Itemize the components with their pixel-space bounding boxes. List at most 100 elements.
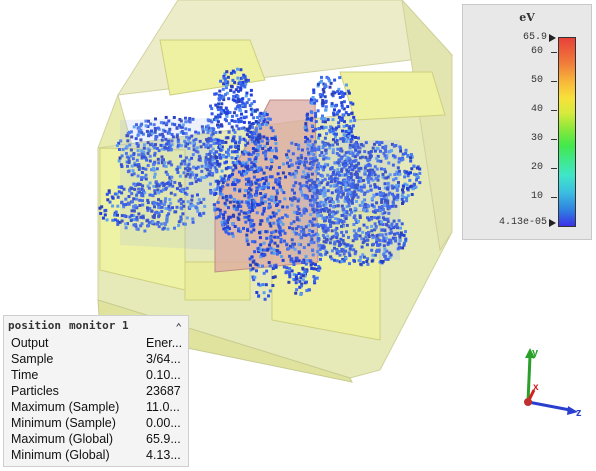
particle bbox=[310, 152, 314, 155]
particle bbox=[341, 113, 345, 117]
particle bbox=[236, 118, 240, 121]
info-label: Minimum (Sample) bbox=[11, 416, 116, 430]
particle bbox=[321, 93, 324, 97]
particle bbox=[178, 188, 182, 192]
particle bbox=[133, 204, 137, 208]
particle bbox=[256, 202, 259, 206]
particle bbox=[239, 116, 243, 120]
particle bbox=[236, 76, 240, 80]
particle bbox=[319, 95, 323, 99]
particle bbox=[343, 92, 347, 96]
particle bbox=[356, 195, 360, 199]
particle bbox=[328, 204, 332, 208]
particle bbox=[336, 90, 340, 93]
particle bbox=[328, 213, 331, 217]
particle bbox=[288, 226, 292, 230]
particle bbox=[377, 205, 381, 209]
particle bbox=[337, 171, 341, 175]
particle bbox=[224, 221, 228, 225]
particle bbox=[258, 185, 261, 189]
particle bbox=[277, 166, 281, 169]
particle bbox=[409, 153, 413, 156]
particle bbox=[268, 236, 272, 240]
particle bbox=[240, 126, 244, 130]
particle bbox=[264, 152, 267, 156]
particle bbox=[330, 215, 334, 218]
particle bbox=[280, 188, 284, 192]
particle bbox=[267, 182, 270, 186]
particle bbox=[370, 203, 374, 207]
particle bbox=[215, 118, 218, 122]
particle bbox=[237, 229, 240, 233]
particle bbox=[236, 85, 240, 89]
particle bbox=[392, 194, 396, 198]
particle bbox=[244, 115, 248, 119]
particle bbox=[240, 150, 244, 154]
particle bbox=[360, 237, 364, 241]
particle bbox=[406, 154, 410, 157]
info-value: 4.13... bbox=[146, 448, 181, 462]
particle bbox=[163, 161, 167, 165]
particle bbox=[246, 211, 250, 214]
particle bbox=[153, 189, 157, 193]
particle bbox=[369, 188, 373, 192]
particle bbox=[141, 132, 145, 136]
particle bbox=[388, 255, 392, 259]
info-panel-header[interactable]: position monitor 1 ⌃ bbox=[4, 316, 188, 335]
particle bbox=[343, 199, 347, 203]
particle bbox=[216, 207, 220, 211]
particle bbox=[347, 235, 350, 239]
particle bbox=[120, 201, 124, 205]
particle bbox=[154, 184, 158, 188]
particle bbox=[330, 92, 334, 96]
particle bbox=[171, 206, 174, 210]
particle bbox=[367, 233, 371, 236]
particle bbox=[333, 104, 337, 108]
particle bbox=[341, 106, 345, 110]
particle bbox=[248, 104, 252, 107]
particle bbox=[306, 112, 309, 116]
particle bbox=[353, 252, 357, 256]
chevron-up-icon[interactable]: ⌃ bbox=[175, 321, 182, 334]
particle bbox=[367, 179, 371, 183]
overlay-right bbox=[290, 140, 400, 260]
particle bbox=[345, 140, 348, 143]
particle bbox=[367, 235, 371, 238]
particle bbox=[411, 186, 415, 190]
particle bbox=[247, 98, 251, 102]
particle bbox=[226, 183, 230, 187]
particle bbox=[178, 174, 182, 178]
particle bbox=[127, 156, 131, 160]
particle bbox=[251, 260, 255, 264]
particle bbox=[161, 147, 165, 151]
particle bbox=[333, 78, 337, 82]
particle bbox=[334, 211, 338, 215]
particle bbox=[167, 139, 171, 143]
particle bbox=[317, 265, 321, 268]
info-row: Output Ener... bbox=[11, 335, 186, 351]
particle bbox=[389, 227, 393, 231]
particle bbox=[325, 215, 329, 219]
particle bbox=[123, 214, 127, 218]
particle bbox=[233, 183, 237, 186]
particle bbox=[296, 199, 300, 203]
particle bbox=[341, 234, 345, 238]
particle bbox=[101, 216, 105, 220]
particle bbox=[124, 226, 128, 230]
particle bbox=[190, 156, 194, 160]
particle bbox=[247, 205, 251, 209]
particle bbox=[113, 213, 117, 217]
particle bbox=[141, 203, 145, 207]
particle bbox=[350, 199, 354, 203]
particle bbox=[269, 126, 273, 130]
particle bbox=[208, 159, 212, 163]
particle bbox=[345, 173, 349, 177]
particle bbox=[130, 164, 134, 168]
particle bbox=[147, 148, 151, 152]
particle bbox=[287, 280, 291, 284]
particle bbox=[184, 120, 188, 124]
particle bbox=[169, 148, 173, 152]
particle bbox=[402, 241, 406, 245]
particle bbox=[155, 135, 159, 139]
